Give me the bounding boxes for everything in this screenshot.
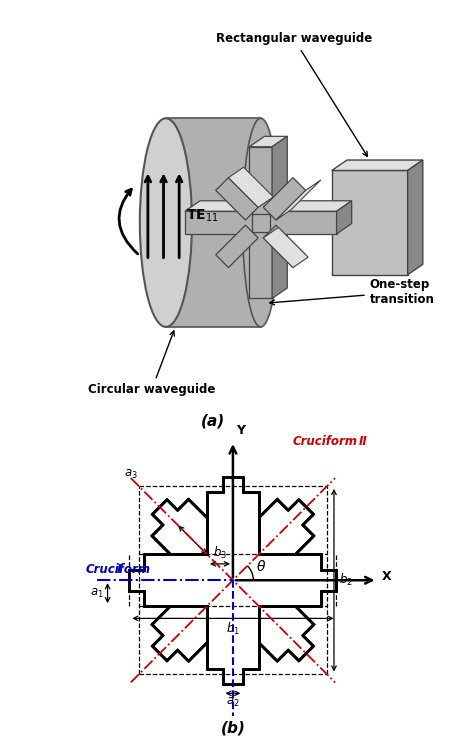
Polygon shape <box>272 221 287 298</box>
Text: $b_2$: $b_2$ <box>339 572 353 588</box>
Polygon shape <box>249 232 272 298</box>
Polygon shape <box>216 177 258 220</box>
Text: $b_1$: $b_1$ <box>226 621 240 637</box>
Text: Y: Y <box>236 424 245 437</box>
Polygon shape <box>263 177 306 220</box>
Text: X: X <box>382 571 391 583</box>
Polygon shape <box>129 476 337 684</box>
Polygon shape <box>249 137 287 147</box>
Text: $a_3$: $a_3$ <box>124 467 137 481</box>
Text: $\theta$: $\theta$ <box>256 559 266 574</box>
Polygon shape <box>152 499 314 661</box>
Text: Rectangular waveguide: Rectangular waveguide <box>216 33 372 157</box>
Polygon shape <box>337 201 352 234</box>
Polygon shape <box>270 201 352 211</box>
Text: TE$_{11}$: TE$_{11}$ <box>186 207 219 223</box>
Text: II: II <box>358 435 367 447</box>
Polygon shape <box>332 171 408 275</box>
Polygon shape <box>272 137 287 214</box>
Text: $b_3$: $b_3$ <box>213 545 227 561</box>
Polygon shape <box>263 225 306 268</box>
Text: I: I <box>117 563 121 577</box>
Polygon shape <box>185 211 252 234</box>
Text: Circular waveguide: Circular waveguide <box>88 331 215 396</box>
Text: (a): (a) <box>201 414 226 429</box>
Polygon shape <box>185 201 267 211</box>
Ellipse shape <box>140 118 192 327</box>
Polygon shape <box>270 211 337 234</box>
Polygon shape <box>276 180 321 220</box>
Polygon shape <box>332 160 423 171</box>
Polygon shape <box>408 160 423 275</box>
Text: Cruciform: Cruciform <box>293 435 358 447</box>
Polygon shape <box>263 228 308 268</box>
Ellipse shape <box>243 118 279 327</box>
Text: $a_1$: $a_1$ <box>90 587 103 600</box>
Polygon shape <box>249 147 272 214</box>
Polygon shape <box>216 225 258 268</box>
Polygon shape <box>166 118 261 327</box>
Text: (b): (b) <box>220 720 246 735</box>
Text: One-step
transition: One-step transition <box>270 278 435 306</box>
Text: Cruciform: Cruciform <box>86 563 151 577</box>
Polygon shape <box>228 167 273 207</box>
Text: $a_2$: $a_2$ <box>226 696 240 709</box>
